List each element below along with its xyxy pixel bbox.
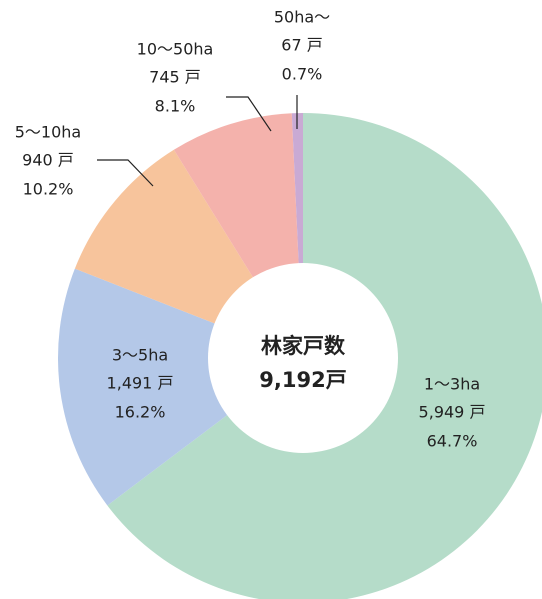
- leader-line: [97, 159, 154, 187]
- value-label: 940 戸: [22, 151, 74, 170]
- percentage-label: 10.2%: [23, 180, 74, 199]
- percentage-label: 16.2%: [115, 403, 166, 422]
- value-label: 745 戸: [149, 68, 201, 87]
- value-label: 67 戸: [281, 36, 322, 55]
- value-label: 1,491 戸: [107, 374, 174, 393]
- value-label: 5,949 戸: [419, 403, 486, 422]
- category-label: 5〜10ha: [15, 123, 82, 142]
- category-label: 10〜50ha: [137, 40, 214, 59]
- slice: [57, 268, 303, 506]
- center-label: 林家戸数: [261, 334, 346, 358]
- donut-hole: [208, 263, 398, 453]
- percentage-label: 64.7%: [427, 432, 478, 451]
- total-label: 9,192戸: [259, 368, 346, 392]
- percentage-label: 0.7%: [282, 65, 323, 84]
- percentage-label: 8.1%: [155, 97, 196, 116]
- category-label: 50ha〜: [274, 8, 330, 27]
- leader-line: [226, 96, 272, 132]
- category-label: 3〜5ha: [112, 346, 168, 365]
- category-label: 1〜3ha: [424, 375, 480, 394]
